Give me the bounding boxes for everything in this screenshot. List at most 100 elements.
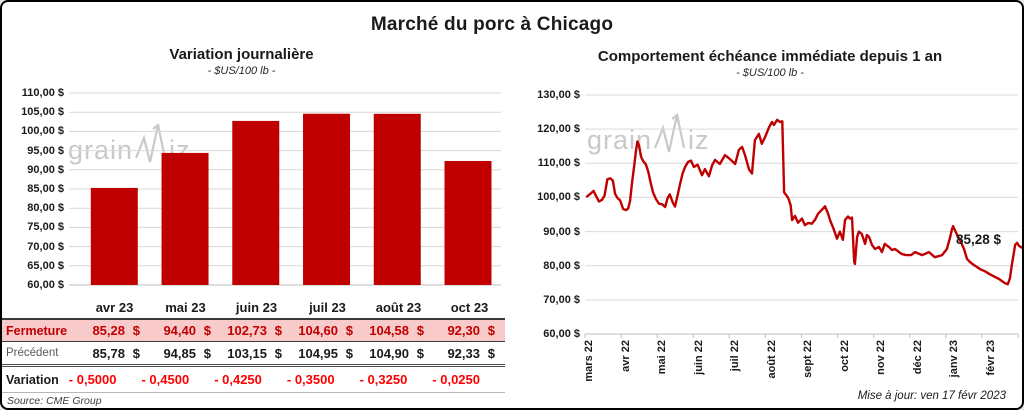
cell-currency	[189, 372, 204, 387]
table-cell: 104,90 $	[363, 346, 434, 361]
cell-currency	[116, 372, 131, 387]
y-tick-label: 70,00 $	[27, 240, 64, 253]
table-cell: 92,33 $	[434, 346, 505, 361]
y-tick-label: 90,00 $	[27, 163, 64, 176]
bar-chart-subtitle: - $US/100 lb -	[207, 65, 276, 77]
source-note: Source: CME Group	[7, 395, 102, 407]
y-tick-label: 95,00 $	[27, 144, 64, 157]
cell-currency: $	[345, 345, 353, 361]
bar-chart-title: Variation journalière	[169, 46, 314, 63]
cell-value: 103,15	[227, 345, 267, 361]
cell-value: 92,30	[447, 323, 480, 338]
table-cell: 102,73 $	[221, 323, 292, 338]
cell-currency	[480, 372, 495, 387]
cell-currency: $	[132, 345, 140, 361]
x-tick-label-oct 22: oct 22	[838, 340, 851, 372]
month-header-juil 23: juil 23	[309, 300, 346, 315]
y-tick-label: 80,00 $	[543, 259, 580, 272]
y-tick-label: 105,00 $	[21, 106, 64, 119]
cell-value: - 0,4250	[214, 372, 262, 387]
cell-currency: $	[416, 323, 424, 338]
cell-value: 94,40	[163, 323, 196, 338]
y-tick-label: 90,00 $	[543, 225, 580, 238]
grainwiz-watermark: grain iz	[587, 110, 710, 154]
table-cell: 94,85 $	[150, 346, 221, 361]
y-tick-label: 80,00 $	[27, 202, 64, 215]
updated-note: Mise à jour: ven 17 févr 2023	[857, 390, 1006, 402]
cell-currency: $	[487, 345, 495, 361]
cell-value: 85,28	[92, 323, 125, 338]
line-chart-subtitle: - $US/100 lb -	[736, 67, 804, 79]
cell-currency: $	[345, 323, 353, 338]
month-header-août 23: août 23	[375, 300, 422, 315]
x-tick-label-févr 23: févr 23	[984, 340, 997, 376]
y-tick-label: 60,00 $	[27, 279, 64, 291]
cell-currency	[407, 372, 422, 387]
x-tick-label-juil 22: juil 22	[729, 340, 741, 372]
cell-value: 94,85	[163, 345, 196, 361]
cell-value: 102,73	[227, 323, 267, 338]
cell-value: - 0,3250	[359, 372, 408, 387]
bar-mai 23	[161, 152, 209, 285]
cell-value: 104,60	[298, 323, 338, 338]
y-tick-label: 100,00 $	[537, 191, 580, 204]
watermark-text: grain	[587, 125, 653, 155]
cell-value: - 0,5000	[68, 372, 117, 387]
page-title: Marché du porc à Chicago	[370, 14, 614, 35]
month-header-avr 23: avr 23	[95, 300, 134, 315]
y-tick-label: 130,00 $	[537, 89, 580, 101]
cell-value: 104,58	[369, 323, 409, 338]
table-row-precedent: Précédent 85,78 $94,85 $103,15 $104,95 $104,9…	[2, 342, 505, 367]
bar-août 23	[373, 113, 421, 285]
cell-value: 104,90	[369, 345, 409, 361]
table-row-fermeture: Fermeture 85,28 $94,40 $102,73 $104,60 $104,5…	[2, 318, 505, 342]
x-tick-label-sept 22: sept 22	[802, 340, 814, 378]
table-row-variation: Variation - 0,5000 - 0,4500 - 0,4250 - 0,350…	[2, 367, 505, 393]
table-cell: 94,40 $	[150, 323, 221, 338]
row-label: Variation	[6, 372, 59, 387]
x-tick-label-janv 23: janv 23	[948, 340, 960, 378]
month-header-juin 23: juin 23	[235, 300, 278, 315]
table-cell: 85,28 $	[79, 323, 150, 338]
cell-value: 85,78	[92, 345, 125, 361]
table-cell: - 0,5000	[69, 372, 142, 387]
month-header-oct 23: oct 23	[450, 300, 489, 315]
x-tick-label-avr 22: avr 22	[619, 340, 632, 372]
x-tick-label-mai 22: mai 22	[656, 340, 668, 375]
table-cell: 104,95 $	[292, 346, 363, 361]
y-tick-label: 60,00 $	[543, 328, 580, 340]
table-cell: - 0,3250	[360, 372, 433, 387]
y-tick-label: 75,00 $	[27, 221, 64, 234]
cell-value: 104,95	[298, 345, 338, 361]
cell-currency	[335, 372, 350, 387]
watermark-zigzag-icon	[654, 113, 686, 153]
cell-currency: $	[274, 345, 282, 361]
bar-avr 23	[90, 187, 138, 285]
y-tick-label: 120,00 $	[537, 123, 580, 136]
bar-juil 23	[303, 113, 351, 286]
table-cell: - 0,3500	[287, 372, 360, 387]
bar-oct 23	[444, 160, 492, 285]
table-cell: 104,58 $	[363, 323, 434, 338]
cell-currency: $	[487, 323, 495, 338]
cell-value: - 0,4500	[141, 372, 190, 387]
y-tick-label: 70,00 $	[543, 293, 580, 306]
table-cell: - 0,0250	[432, 372, 505, 387]
watermark-text: iz	[688, 125, 710, 155]
x-tick-label-nov 22: nov 22	[875, 340, 887, 375]
y-tick-label: 110,00 $	[21, 87, 64, 99]
month-header-mai 23: mai 23	[165, 300, 206, 315]
table-cell: - 0,4500	[141, 372, 214, 387]
cell-value: - 0,0250	[432, 372, 480, 387]
table-cell: 85,78 $	[79, 346, 150, 361]
x-tick-label-mars 22: mars 22	[583, 340, 595, 382]
watermark-text: iz	[169, 135, 191, 165]
row-label: Fermeture	[6, 323, 68, 338]
cell-currency: $	[203, 345, 211, 361]
price-table: avr 23 mai 23 juin 23 juil 23 août 23 oct 23 F…	[2, 297, 505, 393]
grainwiz-watermark: grain iz	[68, 120, 191, 164]
x-tick-label-juin 22: juin 22	[692, 340, 705, 375]
watermark-text: grain	[68, 135, 134, 165]
y-tick-label: 110,00 $	[537, 157, 580, 170]
cell-value: - 0,3500	[286, 372, 335, 387]
